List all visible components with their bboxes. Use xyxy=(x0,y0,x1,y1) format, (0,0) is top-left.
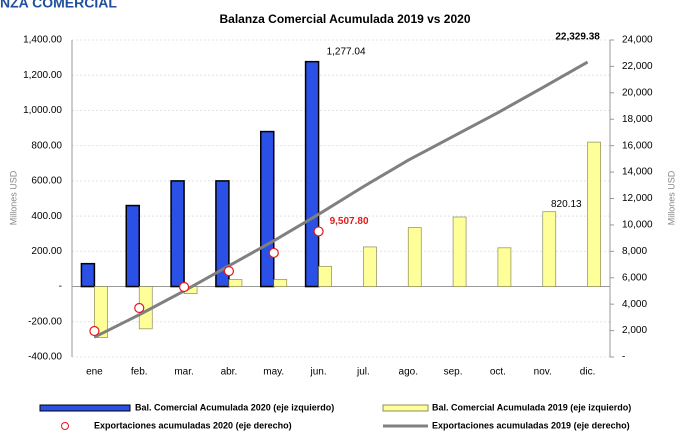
bar xyxy=(215,180,230,288)
bar xyxy=(542,211,557,287)
y2-tick-label: - xyxy=(622,352,625,363)
bar xyxy=(80,262,96,288)
x-tick-label: ene xyxy=(86,367,103,378)
y-tick-label: -200.00 xyxy=(28,316,62,327)
bar xyxy=(260,130,275,288)
y-tick-label: 200.00 xyxy=(31,246,62,257)
line xyxy=(93,60,589,339)
x-tick-label: nov. xyxy=(534,367,552,378)
x-tick-label: may. xyxy=(263,367,284,378)
y2-tick-label: 22,000 xyxy=(622,61,653,72)
y2-tick-label: 12,000 xyxy=(622,193,653,204)
x-tick-label: abr. xyxy=(221,367,238,378)
marker xyxy=(134,302,145,314)
y-axis-label: Millones USD xyxy=(8,170,18,225)
x-tick-label: feb. xyxy=(131,367,148,378)
data-label: 22,329.38 xyxy=(555,32,600,43)
y2-tick-label: 8,000 xyxy=(622,246,647,257)
y-tick-label: 400.00 xyxy=(31,211,62,222)
x-tick-label: oct. xyxy=(490,367,506,378)
legend-label: Bal. Comercial Acumulada 2020 (eje izqui… xyxy=(135,402,334,412)
x-tick-label: dic. xyxy=(580,367,596,378)
marker xyxy=(178,281,190,293)
y2-tick-label: 24,000 xyxy=(622,35,653,46)
x-tick-label: jun. xyxy=(310,367,327,378)
data-label: 820.13 xyxy=(551,199,582,210)
bar xyxy=(363,246,377,287)
bar xyxy=(94,286,108,338)
y2-tick-label: 14,000 xyxy=(622,167,653,178)
legend-swatch xyxy=(61,422,69,430)
marker xyxy=(268,247,279,259)
bar xyxy=(587,141,601,287)
x-tick-label: jul. xyxy=(356,367,370,378)
legend-label: Exportaciones acumuladas 2019 (eje derec… xyxy=(432,420,630,430)
y-tick-label: 800.00 xyxy=(31,140,62,151)
legend-label: Exportaciones acumuladas 2020 (eje derec… xyxy=(94,420,292,430)
data-label: 1,277.04 xyxy=(327,46,366,57)
y2-axis-label: Millones USD xyxy=(666,170,676,225)
marker xyxy=(223,266,235,277)
y2-tick-label: 20,000 xyxy=(622,87,653,98)
y-tick-label: 1,200.00 xyxy=(23,70,62,81)
y2-tick-label: 10,000 xyxy=(622,220,653,231)
bar xyxy=(228,279,243,287)
bar xyxy=(125,204,140,288)
y2-tick-label: 18,000 xyxy=(622,114,653,125)
y-tick-label: 600.00 xyxy=(31,176,62,187)
y2-tick-label: 4,000 xyxy=(622,299,647,310)
x-tick-label: mar. xyxy=(174,367,193,378)
page-header: NZA COMERCIAL xyxy=(0,0,117,11)
bar xyxy=(407,227,422,287)
x-tick-label: sep. xyxy=(444,367,463,378)
y-tick-label: 1,400.00 xyxy=(23,35,62,46)
bar xyxy=(170,180,185,288)
legend-swatch xyxy=(382,404,429,412)
bar xyxy=(497,247,512,287)
data-label: 9,507.80 xyxy=(330,216,369,227)
legend-label: Bal. Comercial Acumulada 2019 (eje izqui… xyxy=(432,402,631,412)
y2-tick-label: 2,000 xyxy=(622,325,647,336)
y-tick-label: 1,000.00 xyxy=(23,105,62,116)
marker xyxy=(313,226,324,237)
y2-tick-label: 16,000 xyxy=(622,140,653,151)
x-tick-label: ago. xyxy=(399,367,418,378)
marker xyxy=(89,325,100,337)
bar xyxy=(304,60,320,288)
bar xyxy=(452,216,467,287)
bar xyxy=(318,265,332,287)
legend-swatch xyxy=(39,404,131,412)
y2-tick-label: 6,000 xyxy=(622,272,647,283)
y-tick-label: - xyxy=(59,281,62,292)
bar xyxy=(273,279,288,287)
chart-title: Balanza Comercial Acumulada 2019 vs 2020 xyxy=(219,12,470,26)
y-tick-label: -400.00 xyxy=(28,352,62,363)
